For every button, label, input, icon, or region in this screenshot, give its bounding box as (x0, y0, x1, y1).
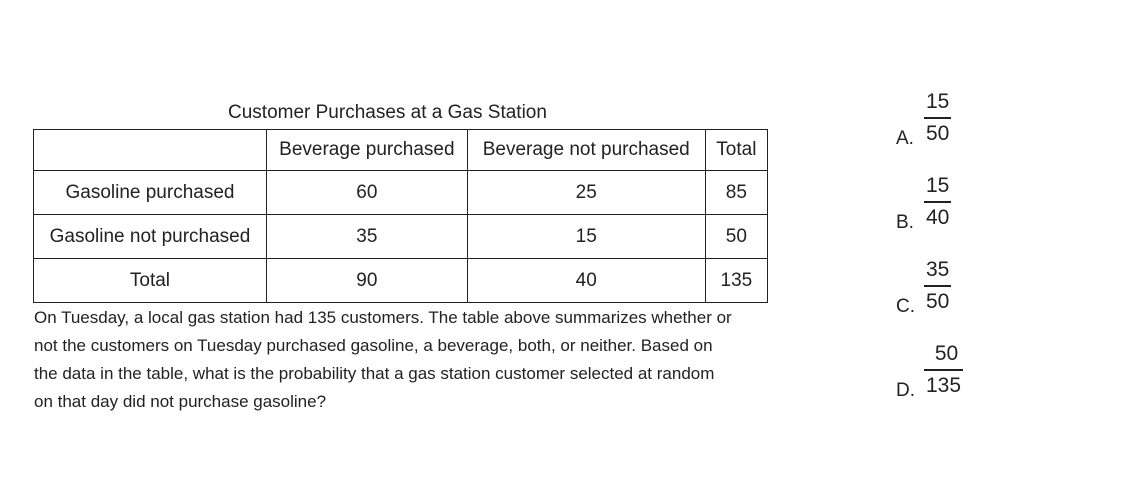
table-row-label: Total (33, 258, 267, 303)
fraction: 35 50 (924, 258, 952, 314)
table-row: Gasoline purchased 60 25 85 (33, 170, 769, 215)
choice-letter: D. (896, 380, 915, 401)
table-cell: 15 (466, 214, 706, 259)
table-header-row: Beverage purchased Beverage not purchase… (33, 129, 769, 171)
table-row-label: Gasoline not purchased (33, 214, 267, 259)
fraction: 50 135 (924, 342, 964, 398)
table-cell: 85 (704, 170, 769, 215)
table-header-cell: Beverage not purchased (466, 129, 706, 171)
fraction-numerator: 15 (926, 90, 950, 113)
choice-letter: A. (896, 128, 914, 149)
table-cell: 135 (704, 258, 769, 303)
question-text: On Tuesday, a local gas station had 135 … (34, 308, 732, 411)
table-cell: 25 (466, 170, 706, 215)
fraction-numerator: 15 (926, 174, 950, 197)
fraction-denominator: 50 (924, 117, 952, 146)
fraction: 15 50 (924, 90, 952, 146)
table-header-cell (33, 129, 267, 171)
table-cell: 40 (466, 258, 706, 303)
choice-a[interactable]: A. 15 50 (896, 90, 1016, 174)
table-cell: 60 (265, 170, 468, 215)
fraction-numerator: 35 (926, 258, 950, 281)
fraction-denominator: 50 (924, 285, 952, 314)
choice-letter: B. (896, 212, 914, 233)
fraction-denominator: 135 (924, 369, 964, 398)
fraction-numerator: 50 (934, 342, 959, 365)
purchases-table: Beverage purchased Beverage not purchase… (33, 129, 769, 303)
table-cell: 50 (704, 214, 769, 259)
answer-choices: A. 15 50 B. 15 40 C. 35 50 D. 50 135 (896, 90, 1016, 426)
table-cell: 35 (265, 214, 468, 259)
choice-b[interactable]: B. 15 40 (896, 174, 1016, 258)
fraction-denominator: 40 (924, 201, 952, 230)
choice-c[interactable]: C. 35 50 (896, 258, 1016, 342)
table-row-label: Gasoline purchased (33, 170, 267, 215)
table-header-cell: Beverage purchased (265, 129, 468, 171)
table-title: Customer Purchases at a Gas Station (228, 102, 547, 123)
table-row: Total 90 40 135 (33, 258, 769, 303)
table-cell: 90 (265, 258, 468, 303)
fraction: 15 40 (924, 174, 952, 230)
table-row: Gasoline not purchased 35 15 50 (33, 214, 769, 259)
table-header-cell: Total (704, 129, 769, 171)
choice-d[interactable]: D. 50 135 (896, 342, 1016, 426)
choice-letter: C. (896, 296, 915, 317)
